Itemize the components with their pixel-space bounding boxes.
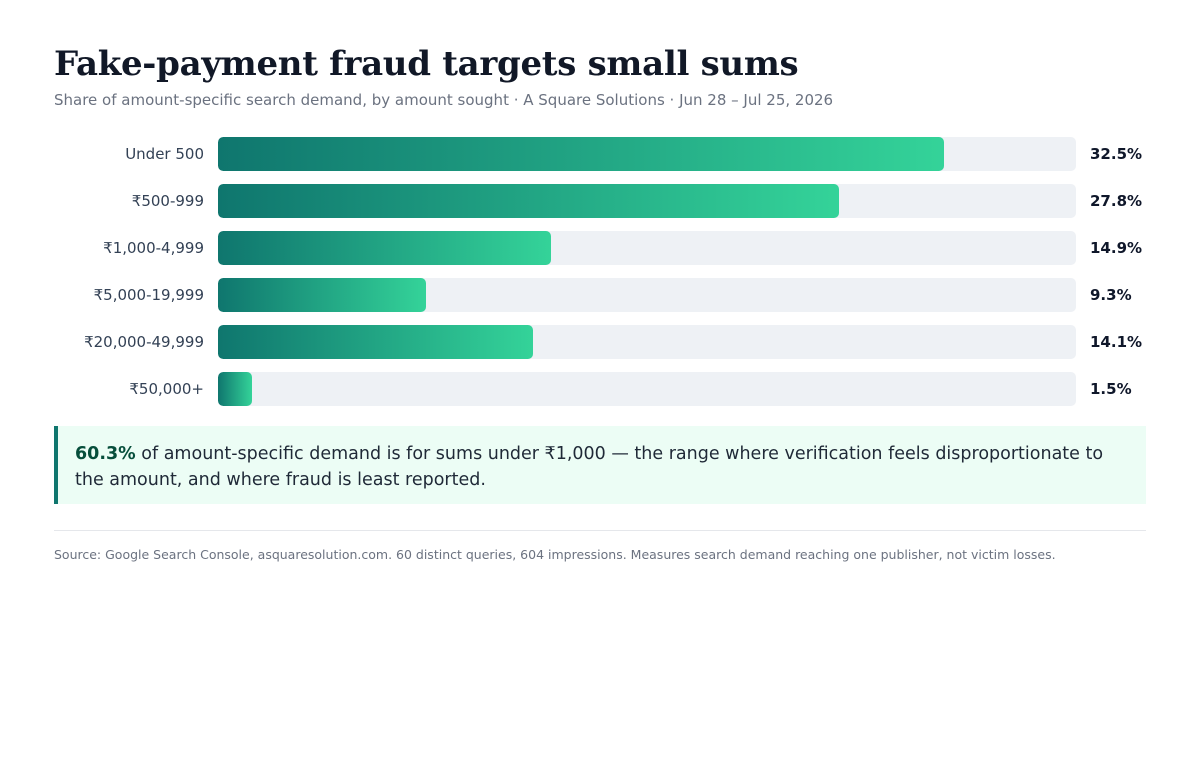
source-note: Source: Google Search Console, asquareso… (54, 547, 1056, 562)
bar-row: ₹50,000+ 1.5% (54, 372, 1146, 406)
bar-row: ₹5,000-19,999 9.3% (54, 278, 1146, 312)
value-label: 14.1% (1090, 333, 1143, 351)
value-label: 27.8% (1090, 192, 1143, 210)
bar-track (218, 325, 1076, 359)
chart-subtitle: Share of amount-specific search demand, … (54, 91, 834, 109)
bar-row: Under 500 32.5% (54, 137, 1146, 171)
category-label: Under 500 (125, 145, 204, 163)
bar-track (218, 231, 1076, 265)
divider (54, 530, 1146, 531)
bar (218, 184, 840, 218)
bar-row: ₹20,000-49,999 14.1% (54, 325, 1146, 359)
bar-row: ₹500-999 27.8% (54, 184, 1146, 218)
bar (218, 325, 533, 359)
bar-row: ₹1,000-4,999 14.9% (54, 231, 1146, 265)
bar-chart: Under 500 32.5% ₹500-999 27.8% ₹1,000-4,999 1… (54, 137, 1146, 407)
callout-text: of amount-specific demand is for sums un… (75, 444, 1104, 490)
key-insight-callout: 60.3% of amount-specific demand is for s… (54, 426, 1146, 504)
bar (218, 137, 945, 171)
bar-track (218, 372, 1076, 406)
category-label: ₹5,000-19,999 (93, 286, 204, 304)
bar (218, 231, 551, 265)
chart-title: Fake-payment fraud targets small sums (54, 44, 799, 84)
value-label: 32.5% (1090, 145, 1143, 163)
bar (218, 372, 252, 406)
value-label: 9.3% (1090, 286, 1132, 304)
category-label: ₹50,000+ (129, 380, 204, 398)
category-label: ₹1,000-4,999 (103, 239, 204, 257)
category-label: ₹20,000-49,999 (84, 333, 204, 351)
value-label: 14.9% (1090, 239, 1143, 257)
callout-highlight: 60.3% (75, 444, 136, 464)
bar-track (218, 137, 1076, 171)
bar (218, 278, 426, 312)
value-label: 1.5% (1090, 380, 1132, 398)
category-label: ₹500-999 (131, 192, 204, 210)
bar-track (218, 184, 1076, 218)
bar-track (218, 278, 1076, 312)
